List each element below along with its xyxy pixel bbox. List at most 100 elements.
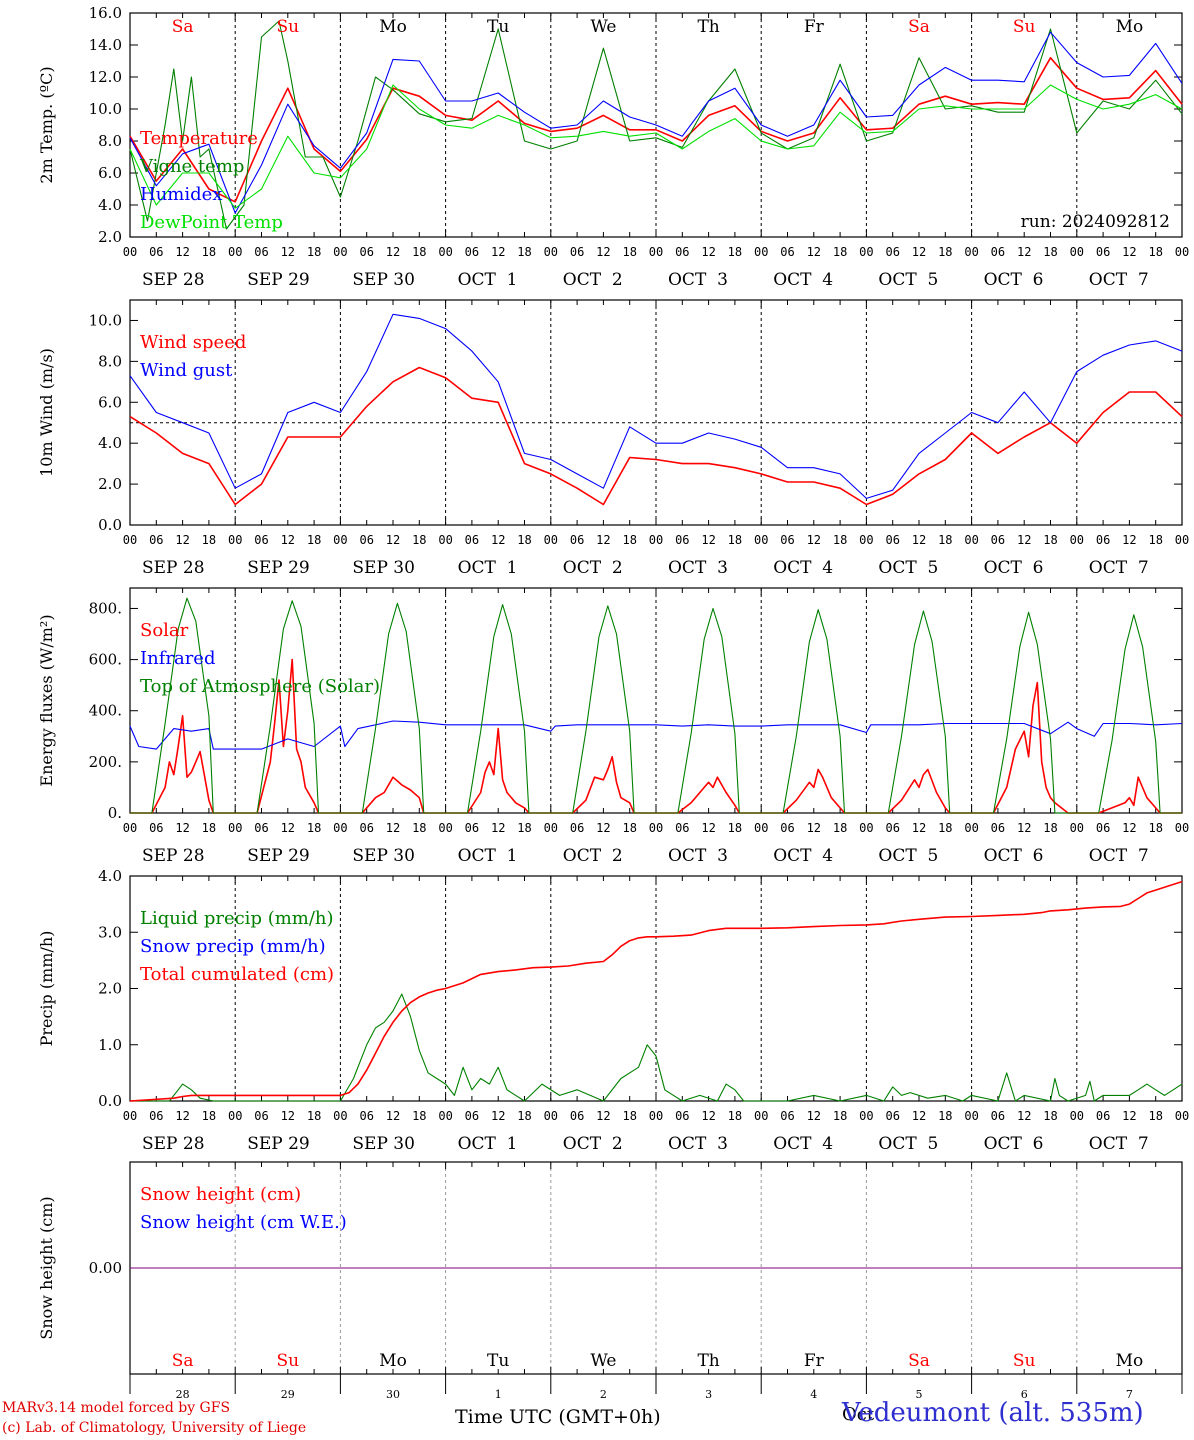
x-hour-label: 12	[1017, 1109, 1031, 1123]
x-hour-label: 06	[359, 821, 373, 835]
x-date-label: OCT 7	[1089, 270, 1149, 290]
y-axis-label: 10m Wind (m/s)	[37, 348, 56, 477]
legend-entry: Wind speed	[140, 332, 246, 353]
day-of-week-label: Sa	[908, 1351, 930, 1371]
x-hour-label: 00	[438, 821, 452, 835]
x-hour-label: 18	[517, 1109, 531, 1123]
x-hour-label: 12	[281, 533, 295, 547]
y-axis-label: Energy fluxes (W/m²)	[37, 614, 56, 786]
x-date-label: OCT 1	[458, 846, 518, 866]
x-hour-label: 12	[386, 821, 400, 835]
y-tick-label: 10.0	[89, 311, 122, 329]
x-date-label: OCT 5	[878, 270, 938, 290]
x-hour-label: 18	[1148, 245, 1162, 259]
x-axis-label: Time UTC (GMT+0h)	[455, 1406, 661, 1428]
x-date-label: OCT 1	[458, 270, 518, 290]
x-hour-label: 00	[649, 245, 663, 259]
x-hour-label: 00	[1175, 245, 1189, 259]
day-of-week-label: Mo	[1116, 17, 1144, 37]
x-hour-label: 00	[123, 533, 137, 547]
x-date-label: OCT 7	[1089, 846, 1149, 866]
x-date-label: SEP 29	[247, 1134, 310, 1154]
series-line-temperature	[129, 56, 1183, 203]
x-hour-label: 00	[333, 1109, 347, 1123]
x-hour-label: 00	[964, 245, 978, 259]
footer-lab: (c) Lab. of Climatology, University of L…	[2, 1420, 306, 1436]
y-tick-label: 8.0	[98, 352, 122, 370]
x-hour-label: 00	[1070, 533, 1084, 547]
y-tick-label: 4.0	[98, 196, 122, 214]
legend-entry: Temperature	[140, 128, 258, 149]
panel-wind: 0.0 2.0 4.0 6.0 8.0 10.0 10m Wind (m/s) Wind sp…	[37, 299, 1189, 578]
legend-entry: Snow height (cm)	[140, 1184, 301, 1205]
x-hour-label: 18	[728, 821, 742, 835]
x-hour-label: 12	[175, 1109, 189, 1123]
y-tick-label: 6.0	[98, 393, 122, 411]
y-tick-label: 14.0	[89, 36, 122, 54]
x-hour-label: 18	[307, 245, 321, 259]
x-hour-label: 00	[1175, 533, 1189, 547]
y-tick-label: 400.	[89, 702, 122, 720]
series-line-solar	[130, 658, 1182, 814]
x-date-label: OCT 5	[878, 1134, 938, 1154]
x-hour-label: 00	[1175, 821, 1189, 835]
x-hour-label: 00	[754, 1109, 768, 1123]
y-tick-label: 0.00	[89, 1259, 122, 1277]
x-hour-label: 06	[149, 245, 163, 259]
x-hour-label: 06	[149, 1109, 163, 1123]
legend-entry: Wind gust	[140, 360, 233, 381]
x-date-label: OCT 3	[668, 1134, 728, 1154]
x-hour-label: 12	[1122, 533, 1136, 547]
x-hour-label: 18	[412, 245, 426, 259]
x-date-label: OCT 4	[773, 270, 833, 290]
x-hour-label: 12	[596, 1109, 610, 1123]
x-hour-label: 18	[517, 245, 531, 259]
x-hour-label: 12	[1122, 1109, 1136, 1123]
x-hour-label: 18	[202, 821, 216, 835]
x-hour-label: 00	[754, 533, 768, 547]
footer-line1: MARv3.14 model forced by GFS	[2, 1400, 231, 1416]
legend-entry: Humidex	[140, 184, 222, 205]
x-hour-label: 12	[1122, 245, 1136, 259]
day-of-week-label: Tu	[487, 17, 509, 37]
day-number-label: 30	[386, 1388, 400, 1401]
x-hour-label: 00	[544, 533, 558, 547]
x-date-label: OCT 1	[458, 558, 518, 578]
y-tick-label: 1.0	[98, 1036, 122, 1054]
x-date-label: OCT 3	[668, 558, 728, 578]
x-hour-label: 06	[465, 821, 479, 835]
x-hour-label: 06	[885, 533, 899, 547]
x-hour-label: 12	[912, 533, 926, 547]
x-hour-label: 06	[149, 533, 163, 547]
x-hour-label: 12	[912, 821, 926, 835]
legend-entry: DewPoint Temp	[140, 212, 283, 233]
y-tick-label: 16.0	[89, 4, 122, 22]
x-hour-label: 00	[228, 533, 242, 547]
x-hour-label: 00	[333, 821, 347, 835]
y-tick-label: 10.0	[89, 100, 122, 118]
y-tick-label: 2.0	[98, 228, 122, 246]
panel-energy: 0. 200. 400. 600. 800. Energy fluxes (W/m²) So…	[37, 587, 1189, 866]
x-hour-label: 12	[701, 245, 715, 259]
x-hour-label: 12	[491, 1109, 505, 1123]
day-of-week-label: Fr	[804, 1351, 825, 1371]
x-hour-label: 00	[859, 821, 873, 835]
y-tick-label: 2.0	[98, 475, 122, 493]
panel-snow: 0.00 Snow height (cm) Snow height (cm) Snow…	[37, 1161, 1183, 1401]
x-hour-label: 12	[912, 1109, 926, 1123]
x-date-label: SEP 28	[142, 270, 205, 290]
x-hour-label: 06	[570, 245, 584, 259]
footer-line2: (c) Lab. of Climatology, University of L…	[2, 1420, 307, 1436]
x-hour-label: 06	[780, 533, 794, 547]
x-hour-label: 12	[281, 821, 295, 835]
day-of-week-label: Sa	[172, 1351, 194, 1371]
x-hour-label: 06	[1096, 821, 1110, 835]
series-line-vigne-temp	[129, 20, 1183, 230]
x-hour-label: 18	[938, 821, 952, 835]
x-hour-label: 06	[1096, 245, 1110, 259]
x-hour-label: 12	[807, 1109, 821, 1123]
x-hour-label: 06	[359, 1109, 373, 1123]
x-hour-label: 00	[1070, 821, 1084, 835]
x-hour-label: 18	[728, 1109, 742, 1123]
day-number-label: 3	[705, 1388, 712, 1401]
